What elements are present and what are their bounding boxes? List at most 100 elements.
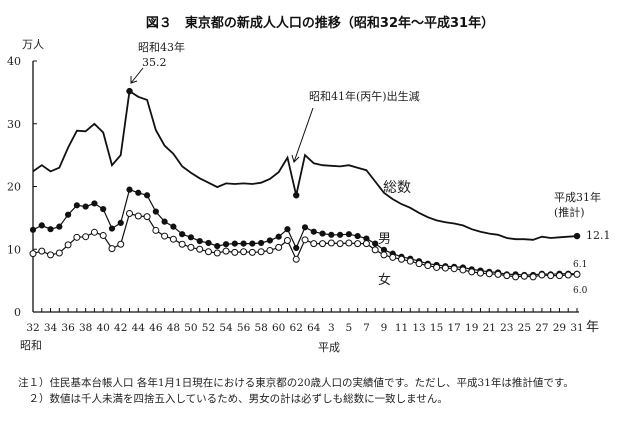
data-point-male [56,223,63,230]
data-point-female [555,272,563,280]
x-tick-label: 58 [254,322,267,334]
x-tick-label: 60 [272,322,285,334]
x-tick-label: 3 [328,322,335,334]
x-tick-label: 9 [381,322,388,334]
series-label-female: 女 [378,272,391,288]
y-tick-label: 20 [7,181,21,194]
annotation-latest-year: 平成31年 [554,190,601,204]
data-point-female [336,240,344,248]
data-point-male [249,240,256,247]
x-tick-label: 36 [61,322,75,334]
x-tick-label: 15 [430,322,443,334]
data-point-female [29,250,37,258]
data-point-female [398,255,406,263]
data-point-female [257,248,265,256]
data-point-female [503,272,511,280]
data-point-female [108,245,116,253]
data-point-female [134,212,142,220]
data-point-female [547,272,555,280]
data-point-female [204,248,212,256]
data-point-female [178,240,186,248]
x-tick-label: 40 [97,322,110,334]
y-axis-unit: 万人 [22,38,44,51]
data-point-male [82,203,89,210]
x-axis-unit: 年 [586,320,599,335]
x-tick-label: 13 [412,322,425,334]
x-tick-label: 17 [447,322,460,334]
data-point-female [266,247,274,255]
data-point-male [336,231,344,238]
data-point-female [450,265,458,273]
data-point-male [214,243,221,250]
data-point-female [433,263,441,271]
data-point-female [55,249,63,257]
data-point-male [354,232,361,240]
x-tick-label: 19 [465,322,478,334]
data-point-female [380,251,388,259]
note-2: ２）数値は千人未満を四捨五入しているため、男女の計は必ずしも総数に一致しません。 [18,392,448,405]
data-point-female [73,233,81,241]
y-axis: 0 10 20 30 40 [7,55,37,319]
note-1: 注１）住民基本台帳人口 各年1月1日現在における東京都の20歳人口の実績値です。… [18,376,574,389]
data-point-female [389,253,397,261]
series-label-male: 男 [378,232,391,247]
series-line-female [32,212,578,278]
data-point-female [117,240,125,248]
data-point-male [284,226,291,233]
data-point-female [64,241,72,249]
x-tick-label: 31 [570,322,583,334]
data-point-female [231,248,239,256]
x-tick-label: 32 [26,322,39,334]
era-label-showa: 昭和 [20,339,42,352]
data-point-male [266,237,274,244]
data-point-male [240,240,247,247]
data-point-female [169,235,177,243]
x-tick-label: 46 [149,322,163,334]
data-point-male [108,225,116,232]
data-point-female [196,245,204,253]
data-point-female [152,226,160,234]
data-point-female [90,228,98,236]
y-tick-label: 0 [14,306,21,319]
data-point-male [328,231,335,238]
data-point-male [319,230,326,237]
arrow-icon [130,67,144,84]
data-label-male-latest: 6.1 [573,260,587,270]
data-point-female [345,239,353,247]
x-tick-label: 21 [483,322,496,334]
data-point-male [152,208,159,215]
data-point-male [310,228,317,235]
data-point-female [275,243,283,251]
data-point-male [100,205,107,213]
series-group [29,87,581,281]
data-point-female [362,240,370,248]
data-point-male [91,200,98,207]
data-point-female [82,233,90,241]
data-point-female [573,270,581,278]
data-point-female [283,236,291,244]
data-point-female [161,232,169,240]
x-tick-label: 11 [395,322,408,334]
data-point-total [573,232,581,240]
data-point-male [301,224,309,231]
x-tick-label: 44 [132,322,146,334]
data-point-male [73,202,80,209]
data-point-female [459,266,467,274]
data-point-male [187,234,195,241]
data-point-male [135,189,142,196]
x-tick-label: 56 [237,322,251,334]
data-point-male [29,226,37,233]
data-point-female [99,231,107,239]
data-point-female [143,213,151,221]
data-point-male [205,239,212,247]
series-line-total [32,89,578,241]
x-tick-label: 64 [307,322,321,334]
y-tick-label: 10 [7,243,21,256]
data-point-total [293,192,300,199]
data-point-female [292,255,300,263]
data-point-male [117,219,124,226]
data-point-female [485,270,493,278]
data-point-female [319,240,327,248]
data-point-female [240,248,248,256]
